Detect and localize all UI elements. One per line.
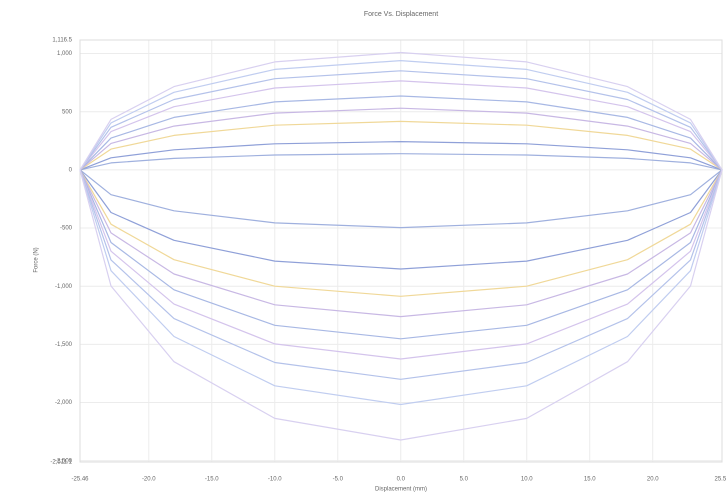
x-tick-label: -25.46: [71, 477, 89, 483]
series-line: [79, 51, 723, 441]
x-tick-label: 20.0: [647, 477, 659, 483]
x-tick-label: 25.50: [714, 477, 726, 483]
x-tick-label: 5.0: [460, 477, 469, 483]
x-axis-label: Displacement (mm): [375, 487, 427, 493]
y-tick-label: 500: [62, 109, 73, 115]
y-tick-label: -2,000: [55, 400, 73, 406]
chart-title: Force Vs. Displacement: [364, 11, 438, 18]
y-tick-label: -1,500: [55, 342, 73, 348]
y-axis-label: Force (N): [34, 247, 40, 272]
x-tick-label: -20.0: [142, 477, 156, 483]
y-tick-label: -500: [60, 226, 73, 232]
y-tick-label: 1,116.5: [52, 38, 72, 44]
y-tick-label: 0: [69, 167, 73, 173]
plot-frame: [79, 39, 723, 463]
y-tick-label: 1,000: [57, 51, 73, 57]
x-tick-label: -5.0: [333, 477, 344, 483]
y-tick-label: -1,000: [55, 284, 73, 290]
x-tick-label: -15.0: [205, 477, 219, 483]
x-tick-label: 15.0: [584, 477, 596, 483]
y-tick-label: -2,500: [55, 458, 73, 464]
x-tick-label: -10.0: [268, 477, 282, 483]
x-tick-label: 0.0: [397, 477, 406, 483]
y-tick-label: -2,511.1: [50, 460, 72, 466]
x-tick-label: 10.0: [521, 477, 533, 483]
